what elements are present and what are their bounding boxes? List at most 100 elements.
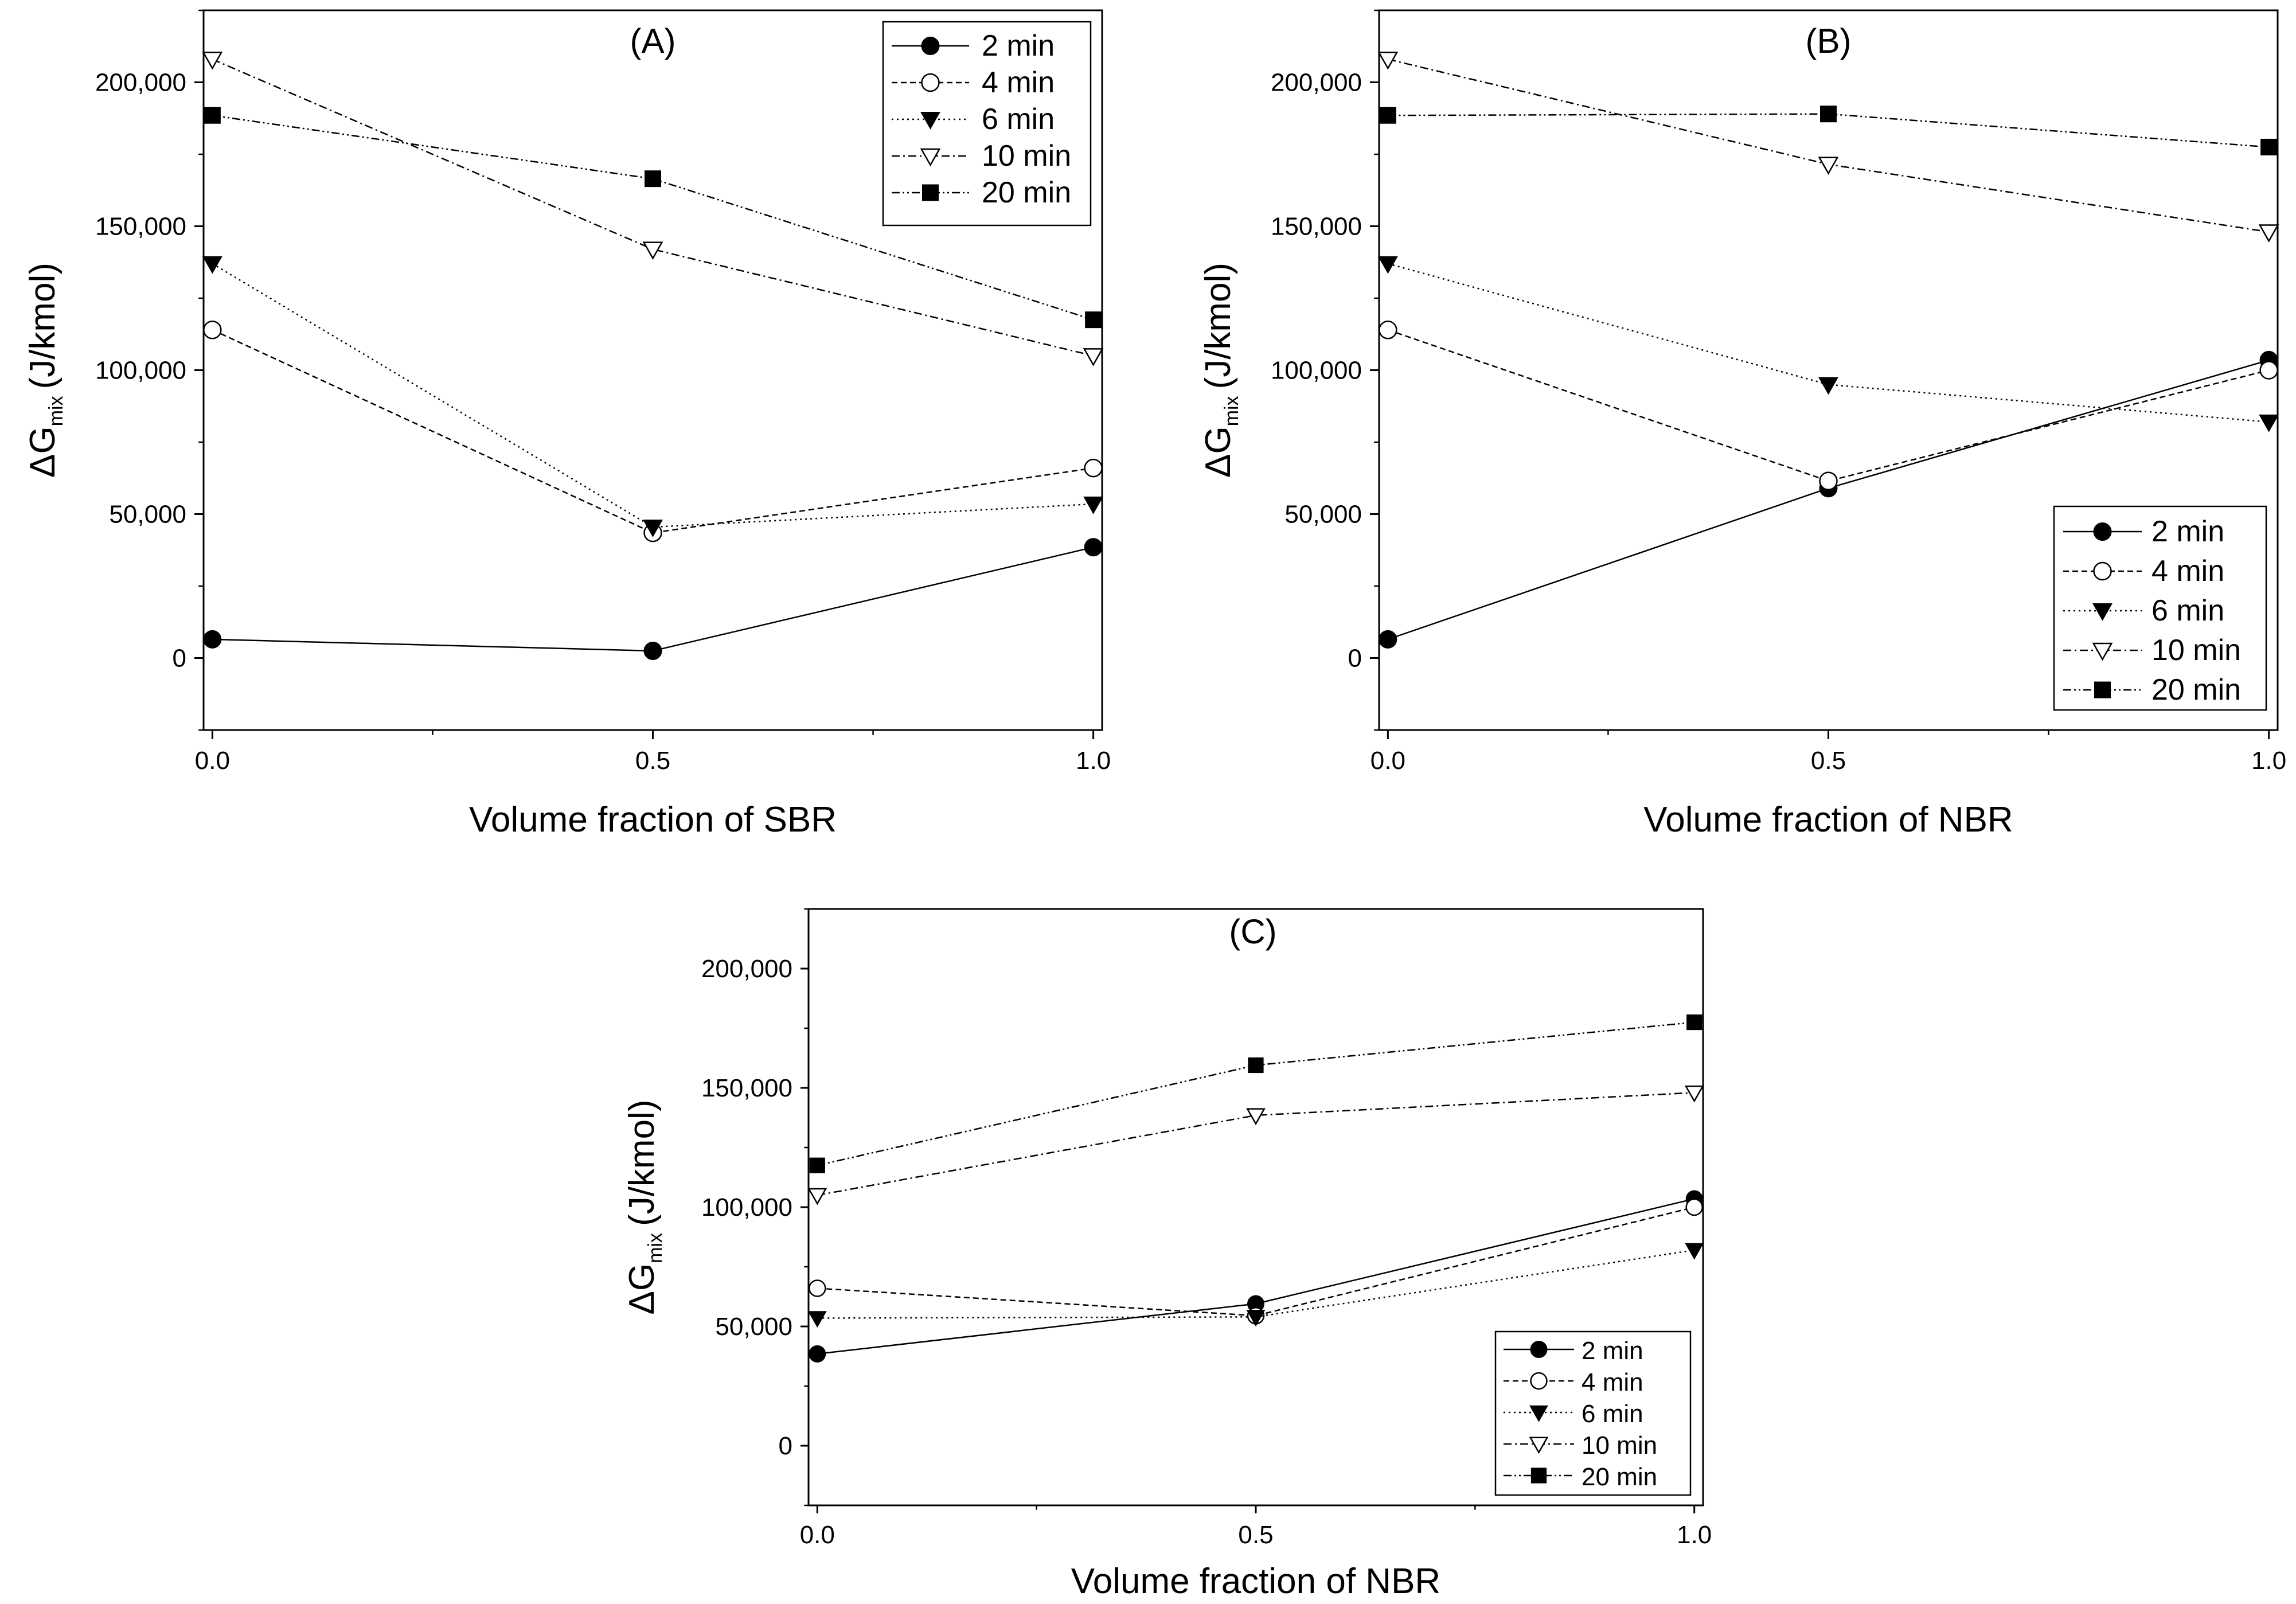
series-line-2-min [212, 547, 1094, 652]
legend-entry: 6 min [1582, 1400, 1643, 1428]
x-tick-label: 1.0 [2251, 747, 2286, 775]
y-axis-label-main: ΔG [23, 426, 63, 478]
legend-marker [1529, 1437, 1549, 1454]
legend-marker [921, 73, 940, 92]
legend-marker [1530, 1468, 1547, 1484]
legend-marker [1530, 1341, 1548, 1358]
y-axis-label-subscript: mix [45, 396, 67, 426]
data-point-20-min [645, 170, 661, 188]
legend-entry: 20 min [1582, 1463, 1657, 1491]
data-point-6-min [643, 520, 663, 537]
data-point-4-min [1379, 320, 1397, 339]
data-point-6-min [1083, 496, 1104, 514]
series-line-4-min [212, 329, 1094, 534]
data-point-10-min [1377, 52, 1399, 70]
legend-marker [2093, 522, 2112, 541]
data-point-10-min [202, 52, 223, 70]
data-point-2-min [643, 641, 662, 660]
legend-entry: 10 min [2151, 634, 2241, 667]
y-tick-label: 0 [173, 645, 186, 673]
y-tick-label: 50,000 [109, 501, 186, 529]
data-point-6-min [1818, 377, 1838, 395]
x-tick-label: 0.0 [1370, 747, 1405, 775]
y-axis-label-unit: (J/kmol) [23, 263, 63, 389]
y-axis-label: ΔGmix (J/kmol) [1198, 263, 1243, 478]
x-axis-label: Volume fraction of NBR [1071, 1562, 1440, 1601]
data-point-4-min [1084, 458, 1103, 478]
data-point-6-min [2259, 414, 2279, 432]
legend-marker [922, 184, 939, 201]
legend-entry: 10 min [1582, 1431, 1657, 1459]
y-tick-label: 100,000 [1271, 357, 1362, 385]
legend-marker [920, 112, 940, 130]
data-point-6-min [202, 256, 222, 274]
series-line-10-min [817, 1092, 1694, 1196]
legend-entry: 4 min [2151, 555, 2224, 588]
y-tick-label: 100,000 [95, 357, 186, 385]
data-point-4-min [809, 1279, 826, 1297]
data-point-6-min [807, 1311, 827, 1328]
panel-c: 0 50,000 100,000 150,000 200,000 0.0 0.5 1.0 (C)… [622, 908, 1712, 1601]
series-line-2-min [817, 1198, 1694, 1355]
y-tick-label: 100,000 [701, 1193, 792, 1221]
legend-box [2053, 505, 2267, 711]
legend-marker [2093, 561, 2112, 581]
legend-entry: 4 min [1582, 1368, 1643, 1396]
data-point-2-min [1084, 538, 1103, 557]
data-point-4-min [1819, 471, 1838, 491]
data-point-20-min [1248, 1057, 1264, 1074]
data-point-20-min [2260, 138, 2278, 155]
panel-title: (A) [630, 22, 676, 60]
x-tick-label: 1.0 [1076, 747, 1111, 775]
series-line-20-min [1388, 113, 2269, 148]
data-point-20-min [1686, 1014, 1703, 1031]
y-tick-label: 150,000 [95, 213, 186, 241]
legend-entry: 20 min [982, 176, 1071, 209]
data-point-10-min [1083, 348, 1104, 366]
legend-entry: 20 min [2151, 673, 2241, 707]
y-axis-label-main: ΔG [622, 1263, 662, 1315]
y-axis-label: ΔGmix (J/kmol) [23, 263, 67, 478]
legend-marker [1529, 1405, 1548, 1422]
y-tick-label: 200,000 [95, 69, 186, 97]
y-axis-label-unit: (J/kmol) [622, 1100, 662, 1226]
y-tick-label: 200,000 [701, 955, 792, 983]
data-point-4-min [2259, 361, 2278, 380]
x-tick-label: 0.5 [635, 747, 670, 775]
x-tick-label: 0.0 [800, 1521, 835, 1549]
data-point-20-min [1379, 107, 1396, 124]
data-point-6-min [1246, 1310, 1266, 1327]
legend-marker [921, 37, 940, 55]
series-line-10-min [212, 58, 1094, 357]
y-axis-label-unit: (J/kmol) [1198, 263, 1238, 389]
y-tick-label: 150,000 [1271, 213, 1362, 241]
data-point-10-min [807, 1188, 827, 1205]
legend-marker [1530, 1372, 1548, 1390]
legend-entry: 6 min [2151, 594, 2224, 627]
y-tick-label: 0 [1348, 645, 1362, 673]
x-tick-label: 0.5 [1238, 1521, 1273, 1549]
panel-title: (C) [1229, 912, 1276, 951]
x-tick-label: 1.0 [1677, 1521, 1712, 1549]
series-line-6-min [817, 1249, 1694, 1319]
data-point-20-min [1085, 311, 1102, 329]
legend-box [882, 21, 1092, 227]
y-tick-label: 50,000 [1284, 501, 1362, 529]
legend-entry: 10 min [982, 139, 1071, 173]
y-tick-label: 50,000 [715, 1313, 792, 1341]
data-point-2-min [203, 630, 222, 649]
x-axis-label: Volume fraction of NBR [1643, 800, 2013, 840]
y-tick-label: 0 [779, 1432, 792, 1460]
legend-entry: 2 min [2151, 515, 2224, 548]
y-tick-label: 150,000 [701, 1074, 792, 1102]
panel-title: (B) [1806, 22, 1852, 60]
legend-marker [2092, 642, 2113, 661]
data-point-6-min [1377, 256, 1398, 274]
series-line-4-min [1387, 329, 2269, 482]
panel-a: 0 50,000 100,000 150,000 200,000 0.0 0.5 1.0 (A)… [23, 9, 1111, 840]
legend-box [1494, 1330, 1692, 1496]
legend-entry: 2 min [982, 29, 1055, 63]
data-point-10-min [642, 241, 663, 260]
data-point-4-min [1685, 1198, 1703, 1216]
y-axis-label-subscript: mix [1221, 396, 1243, 426]
